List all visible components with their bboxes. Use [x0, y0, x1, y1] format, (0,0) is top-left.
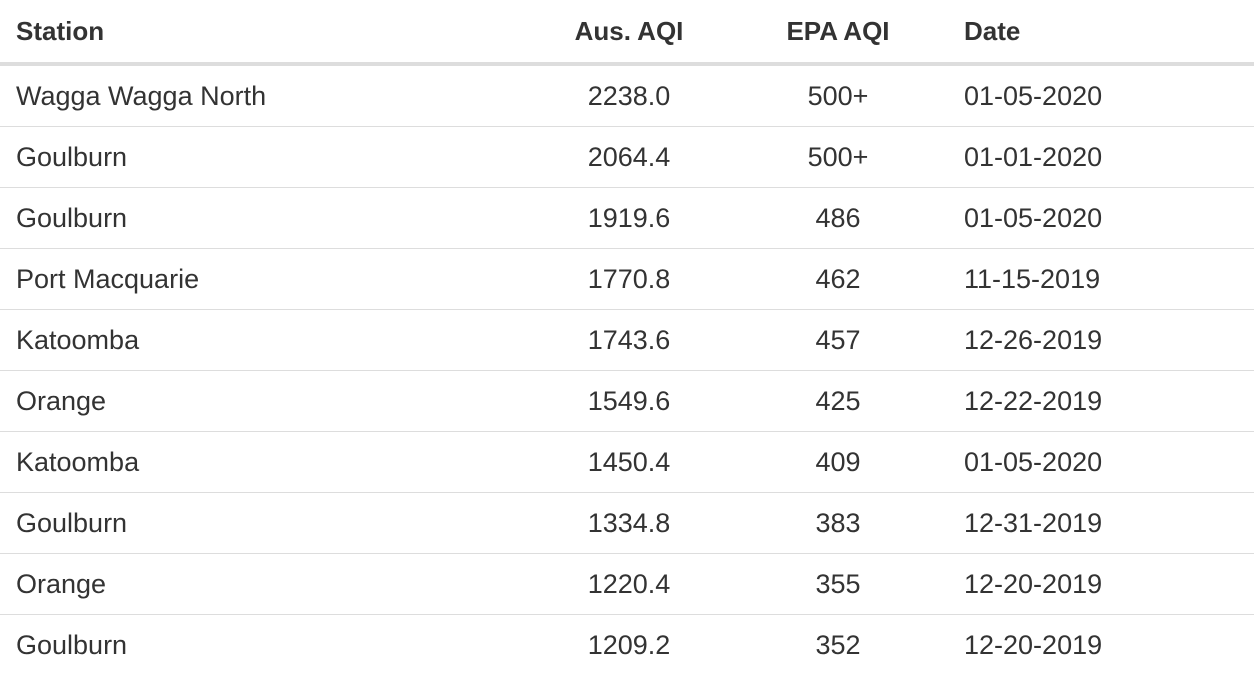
cell-aus-aqi: 2238.0	[520, 81, 738, 112]
cell-station: Goulburn	[0, 142, 520, 173]
table-row: Goulburn 2064.4 500+ 01-01-2020	[0, 127, 1254, 188]
cell-station: Goulburn	[0, 508, 520, 539]
cell-epa-aqi: 500+	[738, 142, 938, 173]
cell-epa-aqi: 486	[738, 203, 938, 234]
cell-date: 12-22-2019	[938, 386, 1238, 417]
cell-epa-aqi: 500+	[738, 81, 938, 112]
table-row: Goulburn 1334.8 383 12-31-2019	[0, 493, 1254, 554]
cell-epa-aqi: 383	[738, 508, 938, 539]
table-row: Katoomba 1743.6 457 12-26-2019	[0, 310, 1254, 371]
table-row: Katoomba 1450.4 409 01-05-2020	[0, 432, 1254, 493]
table-row: Wagga Wagga North 2238.0 500+ 01-05-2020	[0, 66, 1254, 127]
cell-aus-aqi: 1770.8	[520, 264, 738, 295]
cell-station: Goulburn	[0, 203, 520, 234]
cell-date: 01-05-2020	[938, 81, 1238, 112]
cell-station: Wagga Wagga North	[0, 81, 520, 112]
cell-epa-aqi: 355	[738, 569, 938, 600]
header-epa-aqi[interactable]: EPA AQI	[738, 16, 938, 47]
aqi-table: Station Aus. AQI EPA AQI Date Wagga Wagg…	[0, 0, 1254, 676]
cell-aus-aqi: 1334.8	[520, 508, 738, 539]
cell-date: 01-01-2020	[938, 142, 1238, 173]
cell-epa-aqi: 462	[738, 264, 938, 295]
cell-date: 11-15-2019	[938, 264, 1238, 295]
table-row: Orange 1220.4 355 12-20-2019	[0, 554, 1254, 615]
table-row: Goulburn 1919.6 486 01-05-2020	[0, 188, 1254, 249]
cell-station: Katoomba	[0, 447, 520, 478]
cell-date: 01-05-2020	[938, 447, 1238, 478]
header-date[interactable]: Date	[938, 16, 1238, 47]
table-row: Orange 1549.6 425 12-22-2019	[0, 371, 1254, 432]
cell-station: Katoomba	[0, 325, 520, 356]
header-station[interactable]: Station	[0, 16, 520, 47]
cell-aus-aqi: 1209.2	[520, 630, 738, 661]
cell-epa-aqi: 409	[738, 447, 938, 478]
cell-date: 12-31-2019	[938, 508, 1238, 539]
cell-date: 12-26-2019	[938, 325, 1238, 356]
cell-date: 12-20-2019	[938, 630, 1238, 661]
cell-aus-aqi: 1220.4	[520, 569, 738, 600]
table-header-row: Station Aus. AQI EPA AQI Date	[0, 0, 1254, 66]
cell-epa-aqi: 425	[738, 386, 938, 417]
cell-aus-aqi: 1450.4	[520, 447, 738, 478]
cell-date: 01-05-2020	[938, 203, 1238, 234]
cell-epa-aqi: 352	[738, 630, 938, 661]
cell-date: 12-20-2019	[938, 569, 1238, 600]
cell-epa-aqi: 457	[738, 325, 938, 356]
cell-aus-aqi: 1919.6	[520, 203, 738, 234]
cell-station: Orange	[0, 386, 520, 417]
cell-aus-aqi: 1549.6	[520, 386, 738, 417]
header-aus-aqi[interactable]: Aus. AQI	[520, 16, 738, 47]
cell-aus-aqi: 2064.4	[520, 142, 738, 173]
cell-station: Goulburn	[0, 630, 520, 661]
cell-station: Orange	[0, 569, 520, 600]
cell-station: Port Macquarie	[0, 264, 520, 295]
table-row: Goulburn 1209.2 352 12-20-2019	[0, 615, 1254, 676]
cell-aus-aqi: 1743.6	[520, 325, 738, 356]
table-row: Port Macquarie 1770.8 462 11-15-2019	[0, 249, 1254, 310]
